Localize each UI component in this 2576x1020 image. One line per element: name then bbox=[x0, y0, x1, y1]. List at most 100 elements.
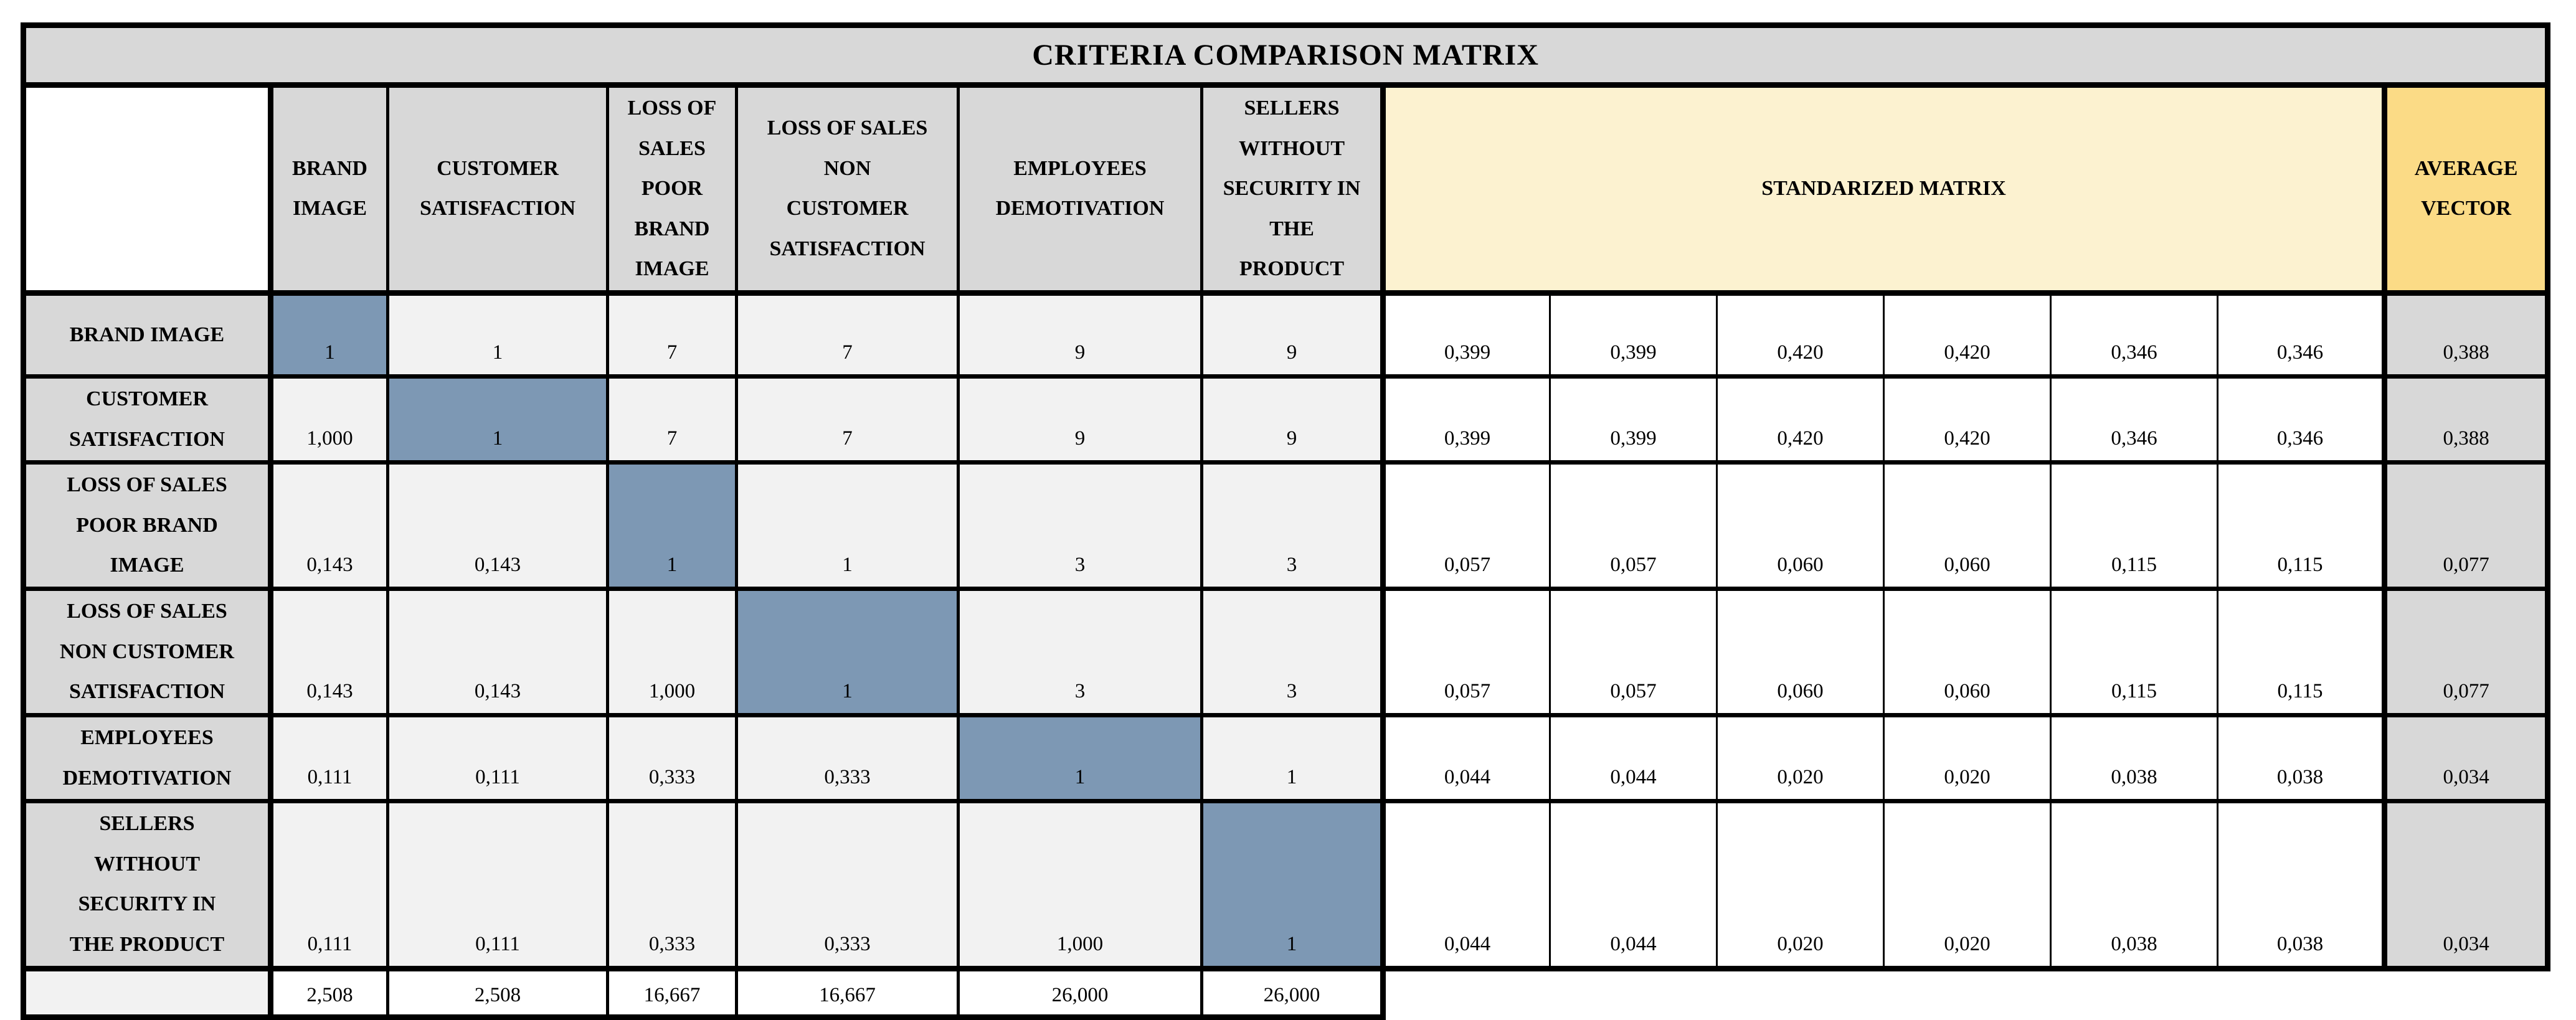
standardized-cell: 0,399 bbox=[1382, 374, 1551, 465]
standardized-cell: 0,346 bbox=[2217, 374, 2387, 465]
average-vector-cell: 0,077 bbox=[2382, 461, 2551, 592]
standardized-cell: 0,044 bbox=[1382, 713, 1551, 804]
standardized-cell: 0,038 bbox=[2050, 800, 2218, 971]
standardized-cell: 0,057 bbox=[1549, 461, 1718, 592]
sum-cell: 2,508 bbox=[386, 966, 609, 1020]
standardized-cell: 0,420 bbox=[1883, 291, 2052, 379]
comparison-cell: 1,000 bbox=[269, 374, 389, 465]
average-vector-cell: 0,077 bbox=[2382, 587, 2551, 717]
average-vector-cell: 0,388 bbox=[2382, 374, 2551, 465]
column-sum-row: 2,508 2,508 16,667 16,667 26,000 26,000 bbox=[21, 966, 2548, 1020]
comparison-cell: 9 bbox=[1200, 374, 1386, 465]
comparison-cell: 0,111 bbox=[269, 800, 389, 971]
standardized-cell: 0,346 bbox=[2217, 291, 2387, 379]
standardized-cell: 0,399 bbox=[1549, 374, 1718, 465]
diagonal-cell: 1 bbox=[606, 461, 738, 592]
diagonal-cell: 1 bbox=[386, 374, 609, 465]
comparison-cell: 9 bbox=[957, 291, 1203, 379]
column-header-customer-satisfaction: CUSTOMER SATISFACTION bbox=[386, 83, 609, 296]
empty-area-cell bbox=[1383, 968, 1550, 1017]
standardized-cell: 0,044 bbox=[1382, 800, 1551, 971]
criteria-row: EMPLOYEES DEMOTIVATION 0,111 0,111 0,333 0,3… bbox=[21, 713, 2551, 804]
comparison-cell: 0,111 bbox=[269, 713, 389, 804]
column-header-brand-image: BRAND IMAGE bbox=[268, 83, 389, 296]
standardized-cell: 0,060 bbox=[1883, 587, 2052, 717]
sum-cell: 2,508 bbox=[269, 966, 389, 1020]
diagonal-cell: 1 bbox=[735, 587, 960, 717]
comparison-cell: 7 bbox=[735, 374, 960, 465]
page-title: CRITERIA COMPARISON MATRIX bbox=[20, 22, 2551, 88]
standardized-cell: 0,057 bbox=[1549, 587, 1718, 717]
standardized-cell: 0,038 bbox=[2217, 800, 2387, 971]
standardized-cell: 0,060 bbox=[1716, 587, 1885, 717]
comparison-cell: 1,000 bbox=[957, 800, 1203, 971]
standardized-cell: 0,057 bbox=[1382, 587, 1551, 717]
comparison-cell: 0,333 bbox=[735, 713, 960, 804]
average-vector-cell: 0,388 bbox=[2382, 291, 2551, 379]
comparison-cell: 9 bbox=[1200, 291, 1386, 379]
empty-area-cell bbox=[1717, 968, 1884, 1017]
standardized-cell: 0,399 bbox=[1549, 291, 1718, 379]
diagonal-cell: 1 bbox=[269, 291, 389, 379]
row-label: BRAND IMAGE bbox=[21, 291, 273, 379]
standardized-cell: 0,115 bbox=[2217, 587, 2387, 717]
criteria-row: LOSS OF SALES POOR BRAND IMAGE 0,143 0,143… bbox=[21, 461, 2551, 592]
comparison-cell: 0,333 bbox=[606, 713, 738, 804]
comparison-cell: 0,111 bbox=[386, 713, 609, 804]
column-header-loss-of-sales-poor-brand-image: LOSS OF SALES POOR BRAND IMAGE bbox=[606, 83, 738, 296]
title-row: CRITERIA COMPARISON MATRIX bbox=[20, 22, 2551, 88]
criteria-row: CUSTOMER SATISFACTION 1,000 1 7 7 9 9 0,399 0,39… bbox=[21, 374, 2551, 465]
standardized-cell: 0,020 bbox=[1716, 800, 1885, 971]
column-header-employees-demotivation: EMPLOYEES DEMOTIVATION bbox=[957, 83, 1203, 296]
row-label: LOSS OF SALES POOR BRAND IMAGE bbox=[21, 461, 273, 592]
comparison-cell: 3 bbox=[957, 461, 1203, 592]
comparison-cell: 7 bbox=[606, 374, 738, 465]
comparison-cell: 3 bbox=[1200, 461, 1386, 592]
standardized-cell: 0,060 bbox=[1716, 461, 1885, 592]
empty-area-cell bbox=[1883, 968, 2051, 1017]
diagonal-cell: 1 bbox=[957, 713, 1203, 804]
comparison-cell: 1 bbox=[386, 291, 609, 379]
standardized-cell: 0,038 bbox=[2217, 713, 2387, 804]
comparison-cell: 0,111 bbox=[386, 800, 609, 971]
standardized-cell: 0,346 bbox=[2050, 374, 2218, 465]
comparison-cell: 1 bbox=[735, 461, 960, 592]
criteria-row: SELLERS WITHOUT SECURITY IN THE PRODUCT 0… bbox=[21, 800, 2551, 971]
standardized-cell: 0,020 bbox=[1883, 713, 2052, 804]
corner-cell bbox=[21, 83, 272, 296]
comparison-cell: 9 bbox=[957, 374, 1203, 465]
standardized-matrix-header: STANDARIZED MATRIX bbox=[1381, 83, 2387, 296]
criteria-row: BRAND IMAGE 1 1 7 7 9 9 0,399 0,399 0,420 0,420 0,3… bbox=[21, 291, 2551, 379]
sum-cell: 26,000 bbox=[957, 966, 1203, 1020]
comparison-cell: 3 bbox=[957, 587, 1203, 717]
sum-cell: 16,667 bbox=[735, 966, 960, 1020]
standardized-cell: 0,346 bbox=[2050, 291, 2218, 379]
row-label: LOSS OF SALES NON CUSTOMER SATISFACTION bbox=[21, 587, 273, 717]
standardized-cell: 0,115 bbox=[2050, 461, 2218, 592]
comparison-cell: 0,143 bbox=[269, 587, 389, 717]
column-header-sellers-without-security: SELLERS WITHOUT SECURITY IN THE PRODUCT bbox=[1200, 83, 1386, 296]
criteria-row: LOSS OF SALES NON CUSTOMER SATISFACTION 0… bbox=[21, 587, 2551, 717]
comparison-cell: 1,000 bbox=[606, 587, 738, 717]
row-label: SELLERS WITHOUT SECURITY IN THE PRODUCT bbox=[21, 800, 273, 971]
comparison-cell: 0,143 bbox=[386, 587, 609, 717]
average-vector-cell: 0,034 bbox=[2382, 713, 2551, 804]
standardized-cell: 0,038 bbox=[2050, 713, 2218, 804]
column-header-loss-of-sales-non-customer-satisfaction: LOSS OF SALES NON CUSTOMER SATISFACTION bbox=[735, 83, 960, 296]
empty-area-cell bbox=[2217, 968, 2385, 1017]
average-vector-header: AVERAGE VECTOR bbox=[2382, 83, 2551, 296]
sum-cell: 16,667 bbox=[606, 966, 738, 1020]
row-label: CUSTOMER SATISFACTION bbox=[21, 374, 273, 465]
row-label: EMPLOYEES DEMOTIVATION bbox=[21, 713, 273, 804]
comparison-cell: 7 bbox=[606, 291, 738, 379]
comparison-cell: 7 bbox=[735, 291, 960, 379]
sum-row-label bbox=[21, 966, 273, 1020]
standardized-cell: 0,420 bbox=[1716, 291, 1885, 379]
comparison-cell: 0,333 bbox=[606, 800, 738, 971]
diagonal-cell: 1 bbox=[1200, 800, 1386, 971]
empty-area-cell bbox=[2050, 968, 2218, 1017]
average-vector-cell: 0,034 bbox=[2382, 800, 2551, 971]
comparison-cell: 1 bbox=[1200, 713, 1386, 804]
standardized-cell: 0,020 bbox=[1716, 713, 1885, 804]
